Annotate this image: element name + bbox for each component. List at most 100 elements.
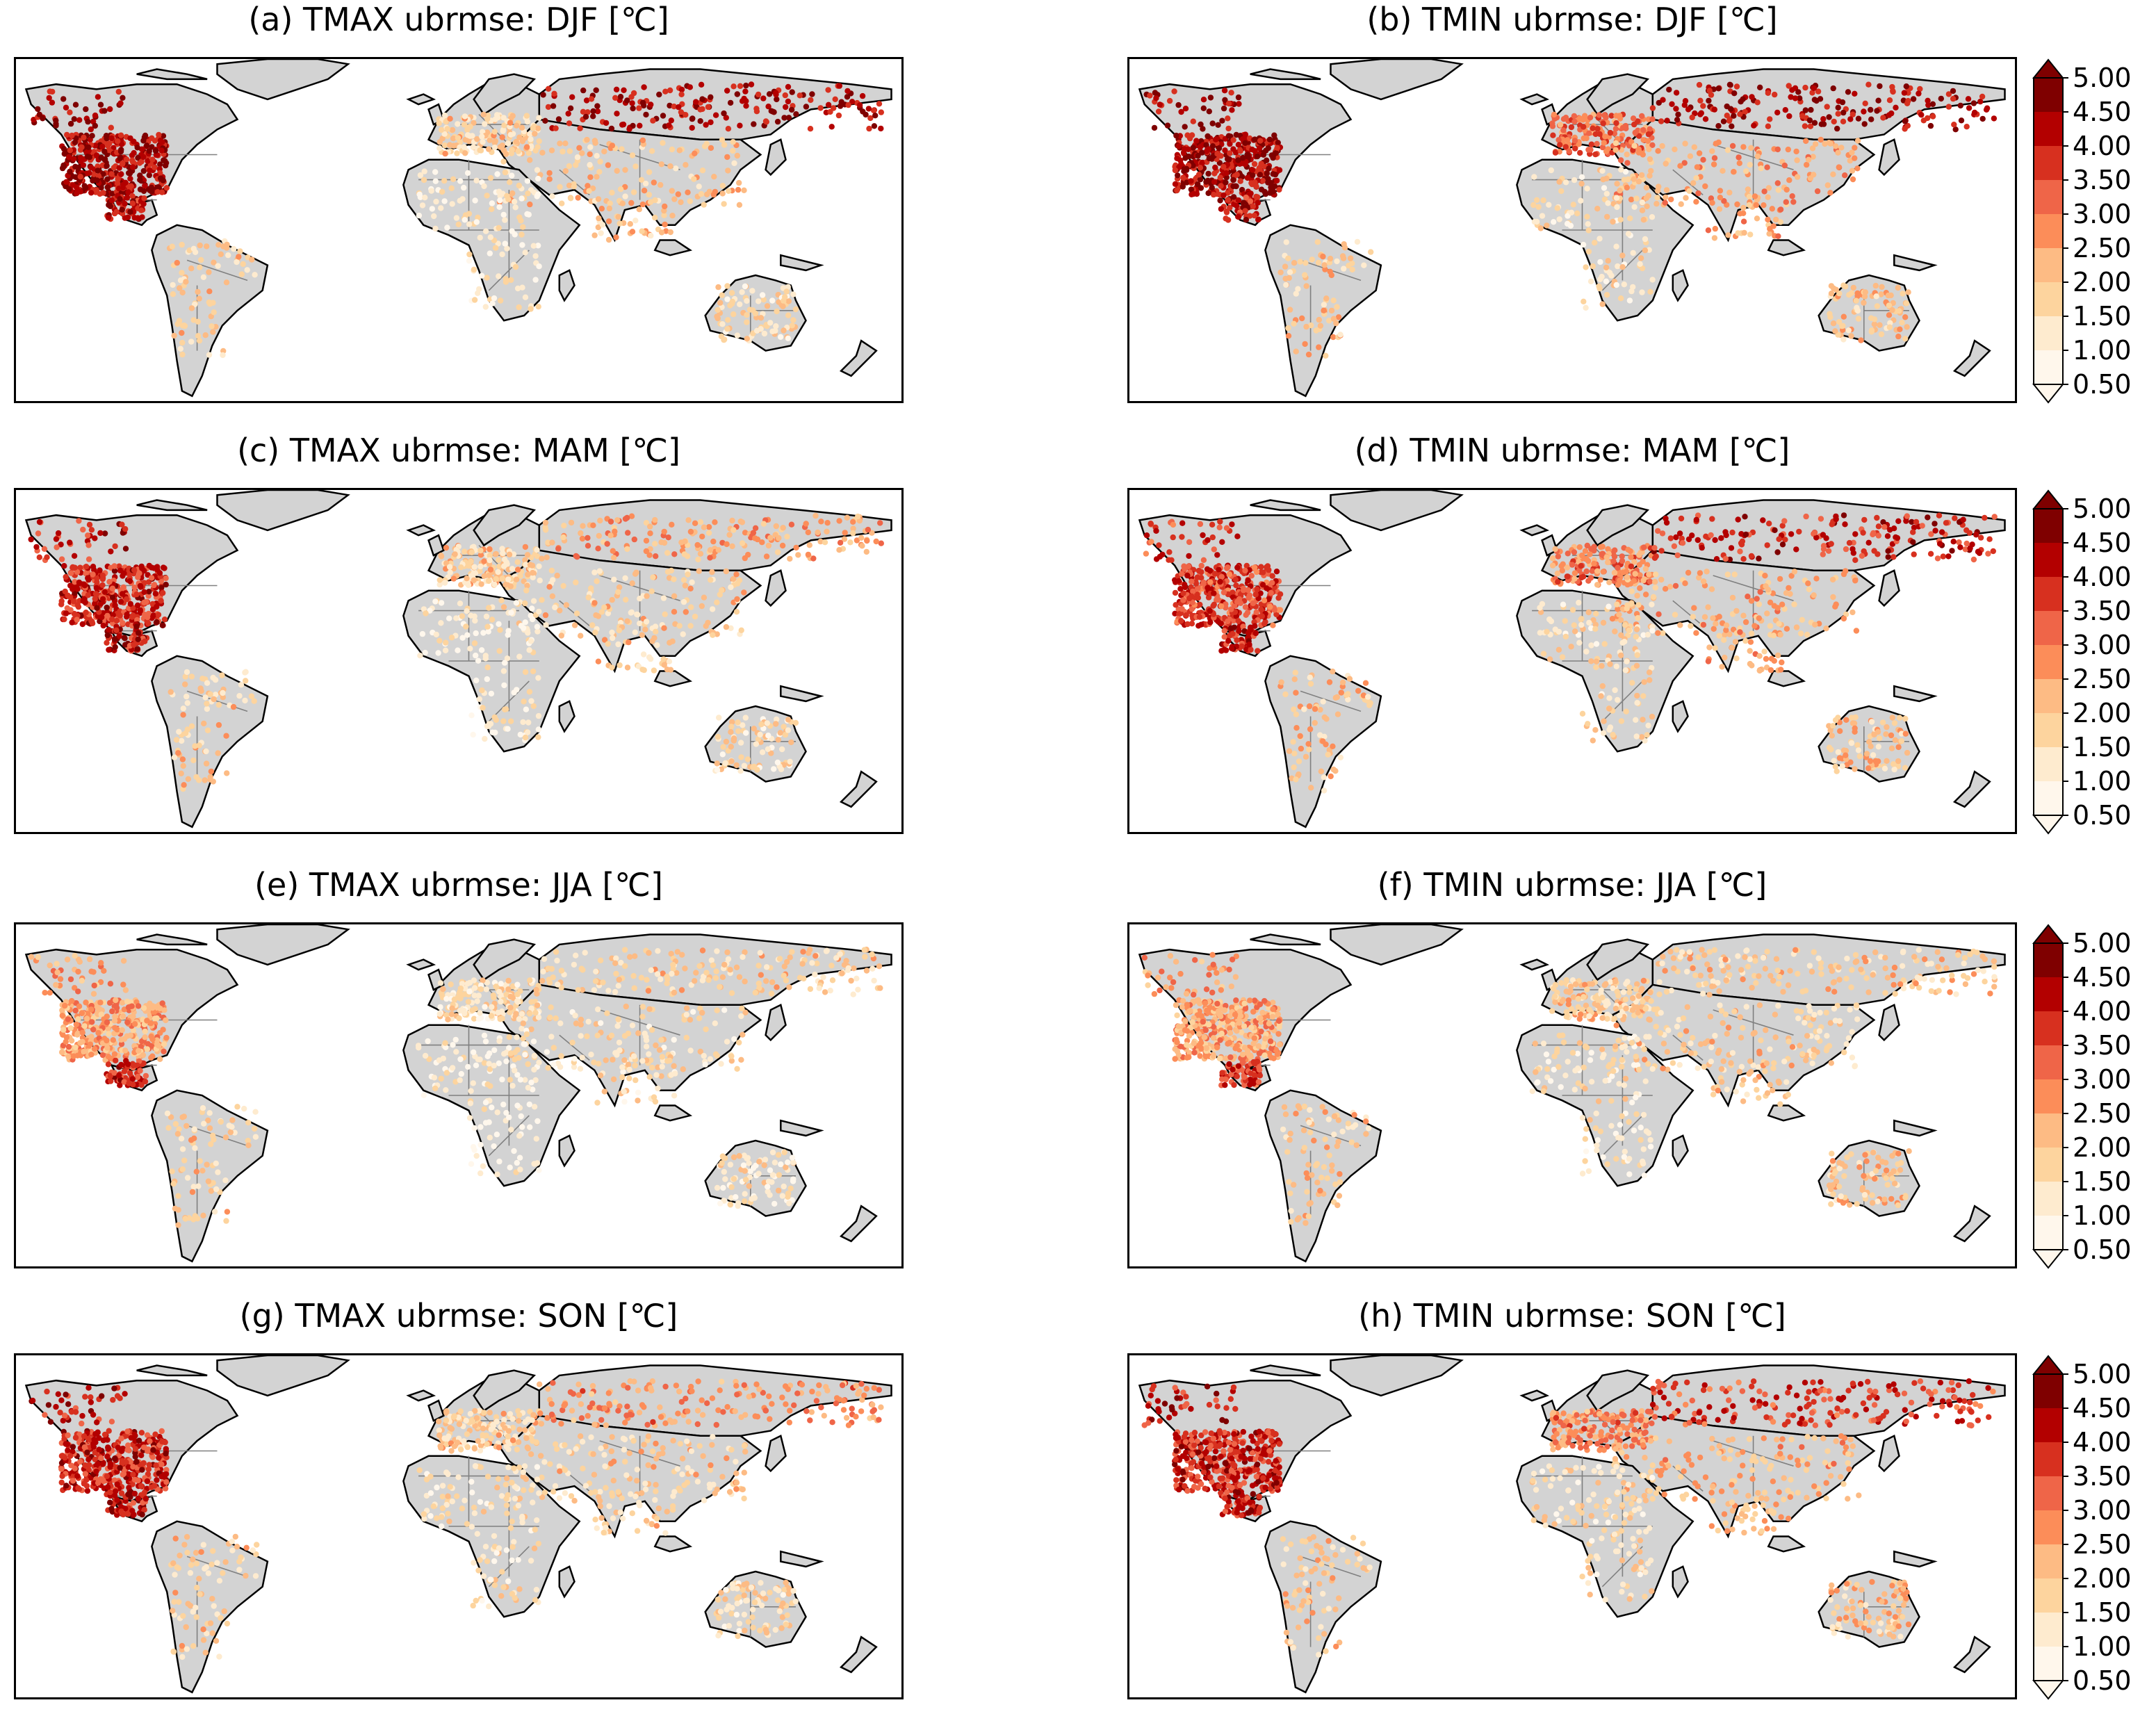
station-point (596, 215, 602, 222)
station-point (71, 553, 78, 559)
landmass-greenland (216, 490, 350, 532)
station-point (182, 674, 188, 680)
station-point (202, 332, 209, 338)
station-point (1694, 164, 1701, 170)
station-point (1612, 140, 1619, 147)
station-point (416, 212, 423, 219)
station-point (763, 553, 770, 560)
colorbar-swatch (2034, 214, 2063, 248)
station-point (1147, 92, 1153, 99)
station-point (696, 183, 702, 190)
station-point (55, 530, 62, 537)
station-point (643, 619, 650, 625)
station-point (109, 585, 116, 591)
station-point (442, 647, 449, 653)
station-point (714, 760, 720, 767)
colorbar-swatch (2034, 350, 2063, 384)
station-point (609, 596, 615, 603)
colorbar-swatches (2032, 58, 2068, 404)
station-point (1814, 188, 1821, 195)
station-point (1726, 556, 1733, 563)
station-point (1270, 154, 1276, 161)
station-point (630, 90, 637, 97)
station-point (1774, 146, 1781, 153)
station-point (421, 168, 427, 174)
station-point (1317, 323, 1324, 329)
station-point (176, 318, 183, 324)
station-point (1640, 126, 1647, 133)
station-point (161, 565, 168, 571)
station-point (242, 669, 248, 676)
station-point (1293, 291, 1299, 297)
station-point (500, 211, 507, 218)
station-point (685, 517, 692, 523)
station-point (64, 131, 70, 138)
station-point (1854, 138, 1861, 144)
station-point (1172, 167, 1179, 174)
station-point (1640, 137, 1647, 143)
station-point (671, 576, 677, 582)
station-point (147, 187, 153, 193)
station-point (1868, 315, 1875, 321)
station-points (31, 81, 885, 359)
station-point (1897, 326, 1903, 332)
station-point (805, 529, 812, 536)
station-point (1604, 213, 1610, 220)
station-point (444, 126, 450, 132)
station-point (94, 177, 100, 183)
station-point (1709, 199, 1715, 206)
station-point (1270, 622, 1276, 628)
station-point (482, 228, 489, 234)
station-point (871, 123, 878, 129)
station-point (584, 136, 590, 143)
station-point (817, 538, 824, 545)
station-point (803, 104, 810, 110)
station-point (475, 658, 482, 664)
station-point (1571, 113, 1578, 120)
station-point (1179, 571, 1185, 577)
station-point (734, 91, 741, 97)
station-point (1234, 598, 1241, 605)
station-point (1251, 564, 1258, 571)
map-frame (1127, 488, 2017, 834)
station-point (1273, 149, 1280, 156)
station-point (477, 563, 484, 570)
station-point (207, 691, 213, 697)
station-point (1250, 172, 1256, 179)
station-point (784, 533, 790, 540)
station-point (1748, 145, 1754, 151)
station-point (1586, 130, 1592, 136)
station-point (719, 587, 725, 594)
station-point (1249, 167, 1256, 173)
station-point (1596, 236, 1603, 242)
map-frame (14, 488, 904, 834)
station-point (491, 145, 498, 151)
station-point (85, 542, 92, 548)
station-point (527, 157, 533, 163)
station-point (639, 137, 646, 144)
landmass-scandinavia (473, 73, 537, 116)
station-point (149, 564, 155, 571)
station-point (1836, 318, 1843, 325)
station-point (1647, 156, 1653, 163)
station-point (605, 162, 612, 168)
station-point (1243, 217, 1250, 223)
station-point (1303, 323, 1309, 330)
station-point (703, 140, 710, 147)
station-point (492, 116, 498, 122)
station-point (749, 288, 756, 294)
landmass-japan (765, 138, 787, 177)
station-point (1334, 258, 1340, 265)
station-point (1709, 148, 1715, 154)
station-point (845, 101, 851, 108)
station-point (203, 748, 209, 755)
station-point (542, 117, 548, 124)
station-point (1709, 516, 1715, 522)
station-point (1747, 161, 1753, 168)
station-point (614, 517, 621, 523)
station-point (608, 125, 615, 132)
station-point (252, 272, 258, 278)
station-point (724, 88, 730, 94)
station-point (1587, 278, 1594, 285)
station-point (1248, 573, 1255, 579)
